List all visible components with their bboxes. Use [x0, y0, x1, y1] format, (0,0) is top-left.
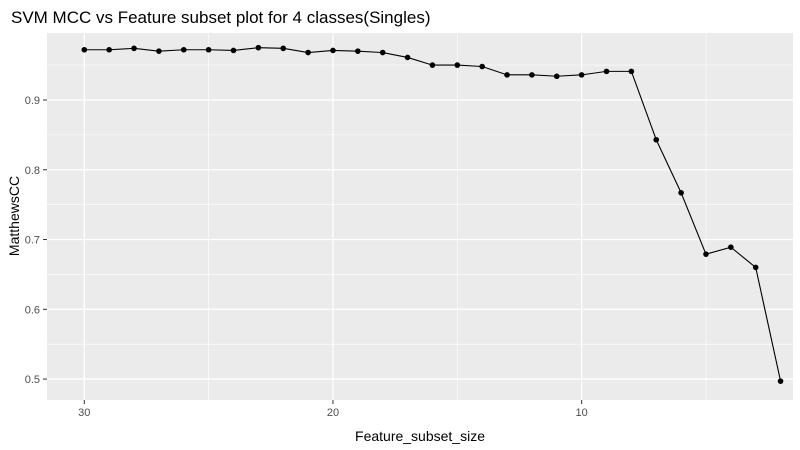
data-point [479, 63, 485, 70]
series-layer [81, 44, 784, 384]
data-point [429, 62, 436, 68]
data-point [603, 68, 610, 75]
x-tick-label: 20 [327, 407, 339, 419]
y-axis-title: MatthewsCC [6, 176, 22, 256]
data-point [777, 378, 784, 384]
y-tick-label: 0.5 [25, 374, 40, 386]
data-point [355, 48, 361, 54]
data-point [230, 47, 237, 54]
data-point [703, 251, 709, 257]
y-tick-label: 0.8 [25, 165, 40, 177]
data-point [379, 49, 386, 56]
data-point [553, 73, 560, 80]
y-tick-label: 0.7 [25, 235, 40, 247]
data-point [404, 54, 411, 61]
data-point [280, 45, 287, 52]
data-point [131, 45, 137, 52]
data-point [504, 72, 510, 78]
data-point [628, 68, 635, 75]
axis-ticks: 30 20 10 0.5 0.6 0.7 0.8 0.9 [25, 95, 588, 419]
data-point [330, 47, 336, 54]
data-point [205, 46, 212, 53]
x-tick-label: 30 [78, 407, 90, 419]
data-point [305, 49, 311, 56]
data-point [156, 48, 162, 54]
data-point [529, 72, 535, 78]
data-point [653, 136, 660, 143]
data-point [678, 189, 684, 196]
data-point [454, 62, 461, 68]
data-point [728, 244, 734, 250]
data-point [255, 44, 262, 51]
grid-major-lines [47, 33, 793, 400]
data-point [752, 264, 759, 271]
data-point [578, 72, 585, 78]
chart-title: SVM MCC vs Feature subset plot for 4 cla… [11, 8, 430, 27]
data-point [106, 46, 112, 53]
data-point [81, 46, 88, 53]
x-axis-title: Feature_subset_size [355, 428, 485, 444]
y-tick-label: 0.6 [25, 304, 40, 316]
y-tick-label: 0.9 [25, 95, 40, 107]
x-tick-label: 10 [576, 407, 588, 419]
plot-panel [47, 33, 793, 400]
data-point [180, 46, 187, 53]
grid-minor-lines [47, 33, 793, 400]
